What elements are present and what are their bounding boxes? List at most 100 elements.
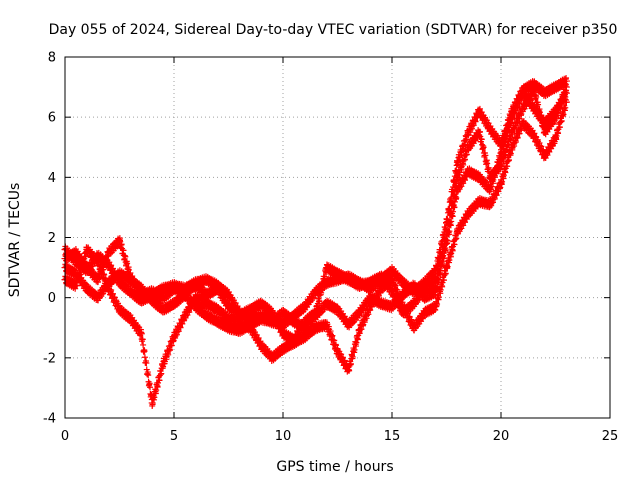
- data-point: [410, 324, 418, 332]
- data-point: [399, 291, 407, 299]
- data-point: [268, 354, 276, 362]
- trace-marker: [314, 305, 321, 312]
- data-point: [72, 282, 80, 290]
- trace-marker: [347, 360, 354, 367]
- trace-marker: [507, 150, 514, 157]
- data-point: [246, 321, 254, 329]
- trace-marker: [562, 104, 569, 111]
- trace-marker: [140, 341, 147, 348]
- data-point: [486, 125, 494, 133]
- data-point: [279, 309, 287, 317]
- trace-marker: [333, 342, 340, 349]
- data-point: [475, 107, 483, 115]
- trace-marker: [558, 117, 565, 124]
- data-point: [170, 300, 178, 308]
- data-point: [301, 333, 309, 341]
- trace-marker: [453, 235, 460, 242]
- data-point: [464, 209, 472, 217]
- data-points: [61, 74, 570, 409]
- data-point: [203, 312, 211, 320]
- trace-marker: [560, 111, 567, 118]
- data-point: [552, 83, 559, 91]
- data-point: [443, 264, 450, 272]
- trace-marker: [143, 360, 150, 367]
- data-point: [170, 333, 178, 341]
- trace-marker: [141, 348, 148, 355]
- data-point: [235, 327, 243, 335]
- data-point: [377, 285, 385, 293]
- chart-title: Day 055 of 2024, Sidereal Day-to-day VTE…: [49, 22, 618, 38]
- trace-marker: [125, 266, 132, 273]
- data-point: [225, 315, 232, 323]
- trace-marker: [444, 263, 451, 270]
- data-point: [83, 285, 91, 293]
- data-point: [116, 306, 123, 314]
- trace-marker: [435, 294, 442, 301]
- data-point: [497, 149, 505, 157]
- data-point: [388, 267, 396, 275]
- data-point: [279, 345, 287, 353]
- data-point: [410, 282, 418, 290]
- data-point: [355, 327, 363, 335]
- data-point: [530, 131, 538, 139]
- data-point: [475, 173, 483, 181]
- trace-marker: [141, 354, 148, 361]
- data-point: [508, 113, 516, 121]
- data-point: [72, 270, 80, 278]
- trace-marker: [122, 253, 129, 260]
- series-track-d: [61, 81, 570, 346]
- data-point: [366, 294, 374, 302]
- data-point: [159, 306, 167, 314]
- trace-marker: [124, 260, 131, 267]
- data-point: [181, 312, 189, 320]
- data-point: [225, 324, 232, 332]
- data-point: [432, 288, 440, 296]
- trace-marker: [351, 346, 358, 353]
- data-point: [519, 89, 527, 97]
- data-point: [148, 399, 156, 407]
- data-point: [116, 279, 123, 287]
- trace-marker: [145, 372, 152, 379]
- data-point: [399, 279, 407, 287]
- data-point: [334, 348, 341, 356]
- data-point: [116, 270, 123, 278]
- data-point: [323, 300, 331, 308]
- data-point: [334, 306, 341, 314]
- data-point: [530, 104, 538, 112]
- data-point: [214, 306, 222, 314]
- data-point: [126, 315, 134, 323]
- trace-marker: [158, 370, 165, 377]
- data-point: [83, 246, 91, 254]
- data-point: [388, 276, 396, 284]
- data-point: [344, 321, 352, 329]
- data-point: [159, 285, 167, 293]
- data-point: [94, 258, 102, 266]
- data-point: [552, 134, 559, 142]
- trace-marker: [147, 384, 154, 391]
- trace-marker: [353, 339, 360, 346]
- data-point: [290, 318, 298, 326]
- data-point: [344, 366, 352, 374]
- data-point: [203, 276, 211, 284]
- data-point: [148, 297, 156, 305]
- data-point: [137, 330, 145, 338]
- grid: [65, 57, 610, 418]
- data-point: [486, 200, 494, 208]
- data-point: [192, 303, 200, 311]
- trace-marker: [316, 297, 323, 304]
- data-point: [323, 321, 331, 329]
- data-point: [497, 179, 505, 187]
- trace-marker: [153, 387, 160, 394]
- trace-marker: [349, 353, 356, 360]
- data-point: [203, 300, 211, 308]
- trace-marker: [446, 257, 453, 264]
- trace-marker: [442, 270, 449, 277]
- data-point: [486, 185, 494, 193]
- data-point: [464, 167, 472, 175]
- data-point: [541, 152, 549, 160]
- data-point: [94, 294, 102, 302]
- data-point: [421, 309, 429, 317]
- data-point: [475, 197, 483, 205]
- data-point: [377, 300, 385, 308]
